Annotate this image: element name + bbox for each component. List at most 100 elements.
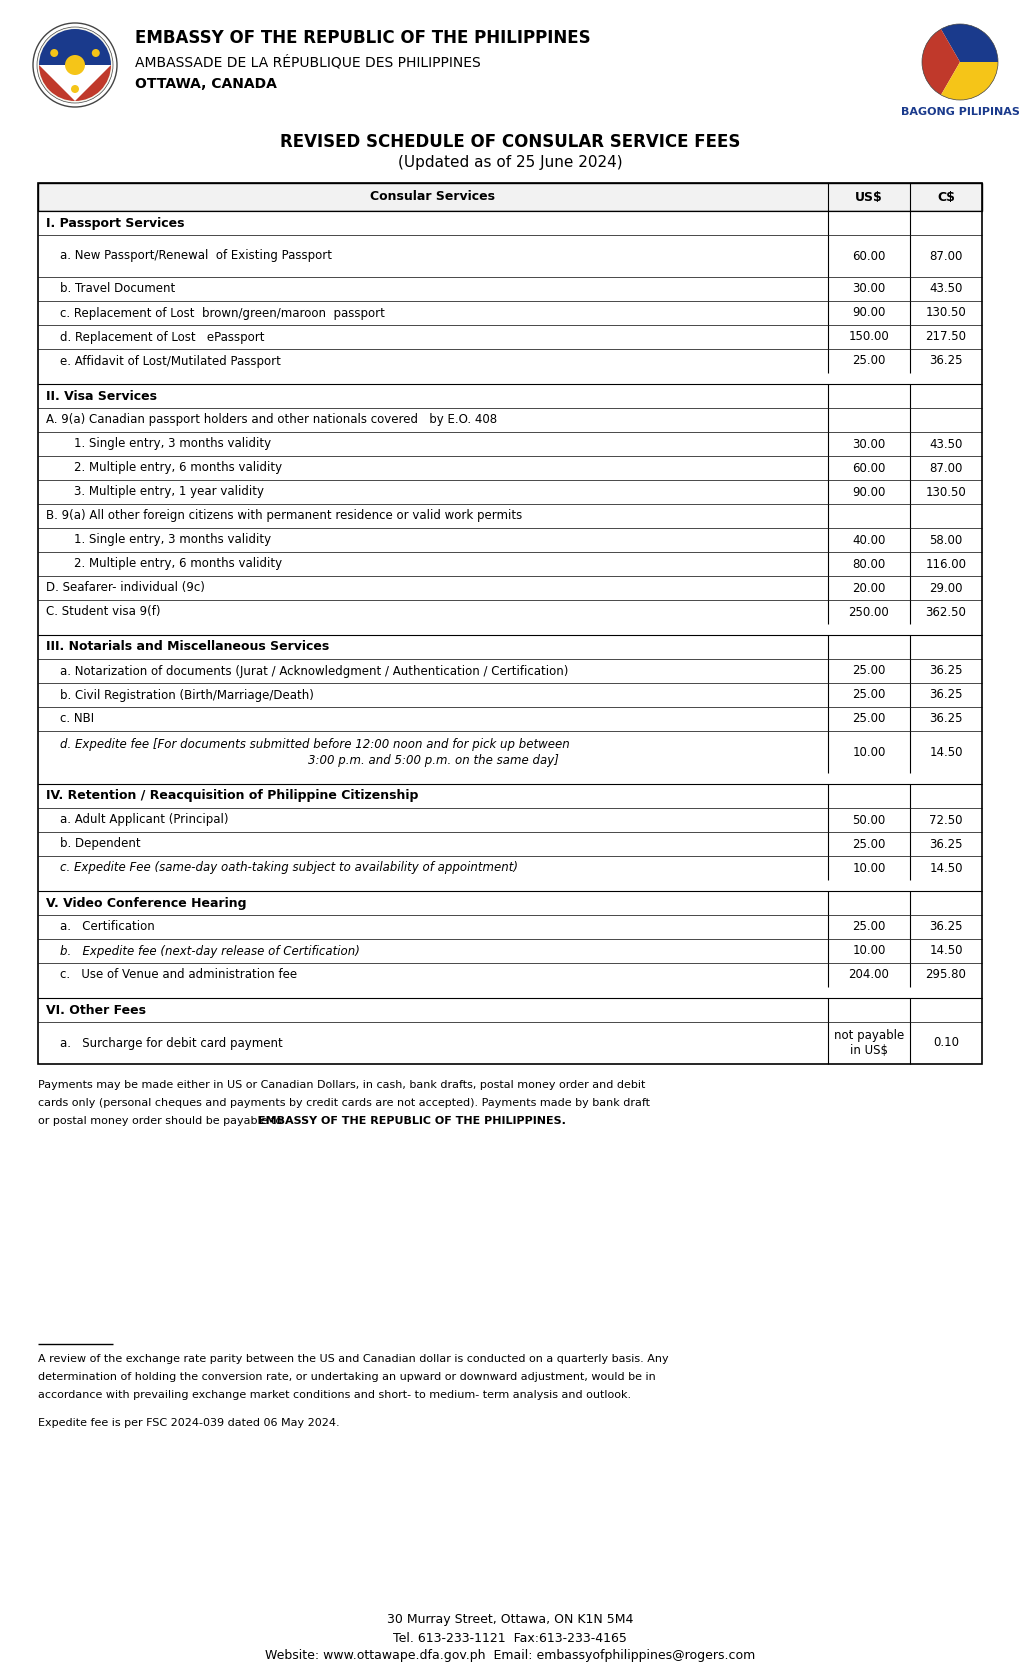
Text: 58.00: 58.00 <box>928 534 962 546</box>
Circle shape <box>37 27 113 102</box>
Text: REVISED SCHEDULE OF CONSULAR SERVICE FEES: REVISED SCHEDULE OF CONSULAR SERVICE FEE… <box>279 133 740 151</box>
Text: 1. Single entry, 3 months validity: 1. Single entry, 3 months validity <box>74 534 271 546</box>
Text: 14.50: 14.50 <box>928 746 962 758</box>
Text: 30 Murray Street, Ottawa, ON K1N 5M4: 30 Murray Street, Ottawa, ON K1N 5M4 <box>386 1613 633 1626</box>
Text: 36.25: 36.25 <box>928 665 962 677</box>
Text: Consular Services: Consular Services <box>370 190 495 203</box>
Text: 36.25: 36.25 <box>928 712 962 726</box>
Text: 30.00: 30.00 <box>852 282 884 296</box>
Text: 204.00: 204.00 <box>848 968 889 981</box>
Bar <box>38 349 981 373</box>
Bar <box>38 528 981 553</box>
Bar <box>38 773 981 785</box>
Bar <box>38 600 981 623</box>
Bar <box>38 301 981 324</box>
Text: 2. Multiple entry, 6 months validity: 2. Multiple entry, 6 months validity <box>74 558 282 571</box>
Text: a.   Certification: a. Certification <box>60 921 155 934</box>
Bar <box>38 832 981 857</box>
Text: EMBASSY OF THE REPUBLIC OF THE PHILIPPINES: EMBASSY OF THE REPUBLIC OF THE PHILIPPIN… <box>135 29 590 47</box>
Text: accordance with prevailing exchange market conditions and short- to medium- term: accordance with prevailing exchange mark… <box>38 1389 631 1399</box>
Text: 72.50: 72.50 <box>928 813 962 827</box>
Bar <box>38 1021 981 1063</box>
Text: C$: C$ <box>936 190 954 203</box>
Text: 116.00: 116.00 <box>924 558 966 571</box>
Bar <box>38 324 981 349</box>
Text: VI. Other Fees: VI. Other Fees <box>46 1003 146 1016</box>
Text: 25.00: 25.00 <box>852 712 884 726</box>
Text: 362.50: 362.50 <box>924 605 965 618</box>
Text: a. Adult Applicant (Principal): a. Adult Applicant (Principal) <box>60 813 228 827</box>
Text: 36.25: 36.25 <box>928 354 962 368</box>
Bar <box>38 183 981 1063</box>
Text: 217.50: 217.50 <box>924 331 966 343</box>
Bar <box>38 277 981 301</box>
Text: B. 9(a) All other foreign citizens with permanent residence or valid work permit: B. 9(a) All other foreign citizens with … <box>46 509 522 522</box>
Text: 14.50: 14.50 <box>928 862 962 875</box>
Text: D. Seafarer- individual (9c): D. Seafarer- individual (9c) <box>46 581 205 595</box>
Bar <box>38 235 981 277</box>
Text: EMBASSY OF THE REPUBLIC OF THE PHILIPPINES.: EMBASSY OF THE REPUBLIC OF THE PHILIPPIN… <box>258 1116 566 1126</box>
Bar <box>38 432 981 455</box>
Text: b.   Expedite fee (next-day release of Certification): b. Expedite fee (next-day release of Cer… <box>60 944 360 958</box>
Text: 2. Multiple entry, 6 months validity: 2. Multiple entry, 6 months validity <box>74 462 282 474</box>
Text: b. Civil Registration (Birth/Marriage/Death): b. Civil Registration (Birth/Marriage/De… <box>60 689 314 702</box>
Text: US$: US$ <box>854 190 882 203</box>
Text: 295.80: 295.80 <box>924 968 965 981</box>
Bar <box>38 576 981 600</box>
Text: 50.00: 50.00 <box>852 813 884 827</box>
Text: 90.00: 90.00 <box>852 486 884 499</box>
Text: c. Replacement of Lost  brown/green/maroon  passport: c. Replacement of Lost brown/green/maroo… <box>60 306 384 319</box>
Wedge shape <box>941 24 997 62</box>
Text: 90.00: 90.00 <box>852 306 884 319</box>
Text: Payments may be made either in US or Canadian Dollars, in cash, bank drafts, pos: Payments may be made either in US or Can… <box>38 1080 645 1090</box>
Text: I. Passport Services: I. Passport Services <box>46 217 184 230</box>
Text: 40.00: 40.00 <box>852 534 884 546</box>
Text: 80.00: 80.00 <box>852 558 884 571</box>
Circle shape <box>50 49 58 57</box>
Circle shape <box>65 55 85 76</box>
Bar <box>38 916 981 939</box>
Bar <box>38 212 981 235</box>
Text: 43.50: 43.50 <box>928 437 962 450</box>
Bar <box>38 455 981 480</box>
Bar <box>38 986 981 998</box>
Text: 87.00: 87.00 <box>928 462 962 474</box>
Text: II. Visa Services: II. Visa Services <box>46 390 157 403</box>
Text: 250.00: 250.00 <box>848 605 889 618</box>
Wedge shape <box>39 66 111 101</box>
Text: 36.25: 36.25 <box>928 921 962 934</box>
Text: (Updated as of 25 June 2024): (Updated as of 25 June 2024) <box>397 155 622 170</box>
Text: 25.00: 25.00 <box>852 354 884 368</box>
Bar <box>38 480 981 504</box>
Text: 25.00: 25.00 <box>852 665 884 677</box>
Text: III. Notarials and Miscellaneous Services: III. Notarials and Miscellaneous Service… <box>46 640 329 654</box>
Text: 36.25: 36.25 <box>928 689 962 702</box>
Bar <box>38 880 981 890</box>
Text: IV. Retention / Reacquisition of Philippine Citizenship: IV. Retention / Reacquisition of Philipp… <box>46 790 418 803</box>
Text: c. NBI: c. NBI <box>60 712 94 726</box>
Bar <box>38 553 981 576</box>
Text: e. Affidavit of Lost/Mutilated Passport: e. Affidavit of Lost/Mutilated Passport <box>60 354 280 368</box>
Polygon shape <box>39 66 111 101</box>
Circle shape <box>71 86 78 92</box>
Bar <box>38 808 981 832</box>
Bar <box>38 623 981 635</box>
Text: 130.50: 130.50 <box>924 306 965 319</box>
Text: 87.00: 87.00 <box>928 250 962 262</box>
Text: 25.00: 25.00 <box>852 921 884 934</box>
Text: c.   Use of Venue and administration fee: c. Use of Venue and administration fee <box>60 968 297 981</box>
Text: C. Student visa 9(f): C. Student visa 9(f) <box>46 605 160 618</box>
Bar <box>38 684 981 707</box>
Bar <box>38 731 981 773</box>
Text: A review of the exchange rate parity between the US and Canadian dollar is condu: A review of the exchange rate parity bet… <box>38 1354 668 1364</box>
Text: 3:00 p.m. and 5:00 p.m. on the same day]: 3:00 p.m. and 5:00 p.m. on the same day] <box>308 754 557 766</box>
Text: 3. Multiple entry, 1 year validity: 3. Multiple entry, 1 year validity <box>74 486 264 499</box>
Wedge shape <box>39 29 111 66</box>
Bar <box>38 504 981 528</box>
Bar <box>38 963 981 986</box>
Bar <box>38 785 981 808</box>
Text: Tel. 613-233-1121  Fax:613-233-4165: Tel. 613-233-1121 Fax:613-233-4165 <box>392 1631 627 1645</box>
Bar <box>38 659 981 684</box>
Text: 10.00: 10.00 <box>852 746 884 758</box>
Bar <box>38 408 981 432</box>
